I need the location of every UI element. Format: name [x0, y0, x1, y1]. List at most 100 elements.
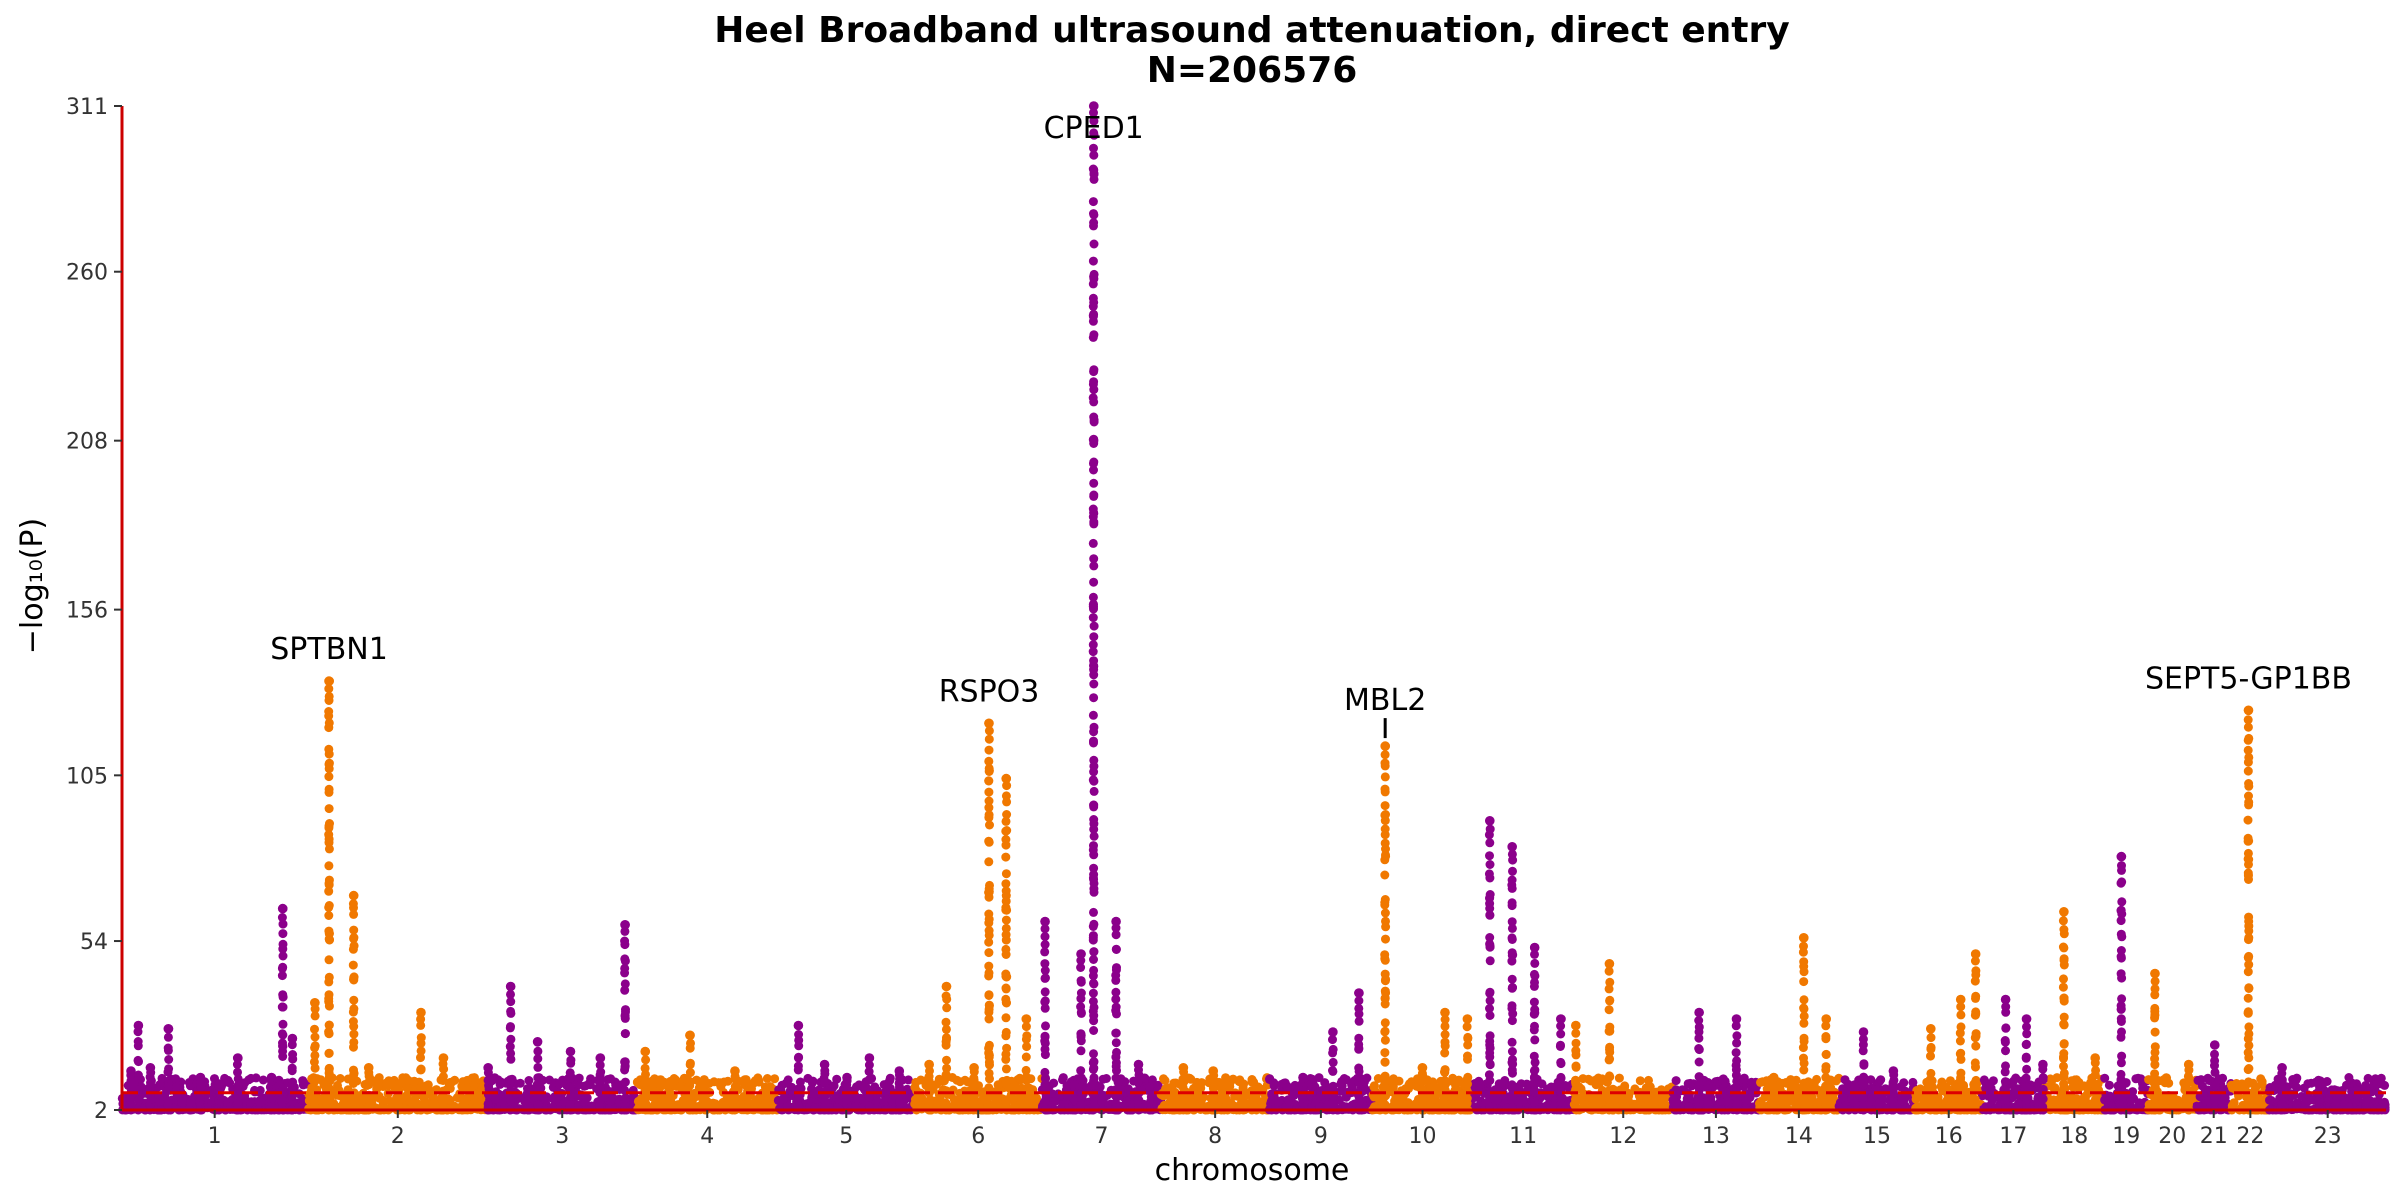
snp-point	[1219, 1078, 1229, 1088]
snp-point	[1282, 1083, 1292, 1093]
peak-column	[232, 1053, 243, 1115]
snp-point	[776, 1086, 786, 1096]
snp-point	[2009, 1076, 2019, 1086]
snp-point	[288, 1050, 298, 1059]
peak-top-point	[287, 1033, 298, 1044]
snp-point	[1618, 1099, 1627, 1109]
snp-point	[2073, 1080, 2083, 1090]
snp-point	[880, 1087, 890, 1097]
snp-point	[1369, 1082, 1379, 1092]
snp-point	[184, 1078, 194, 1087]
snp-point	[409, 1076, 419, 1086]
snp-point	[1474, 1076, 1484, 1086]
snp-point	[277, 1002, 287, 1012]
snp-point	[762, 1074, 772, 1083]
snp-point	[1283, 1095, 1293, 1105]
snp-point	[459, 1099, 468, 1109]
snp-point	[164, 1096, 174, 1106]
peak-top-point	[266, 1072, 277, 1083]
snp-point	[885, 1076, 895, 1086]
snp-point	[133, 1070, 143, 1080]
snp-point	[747, 1084, 756, 1094]
snp-point	[251, 1073, 261, 1083]
snp-point	[2265, 1095, 2274, 1105]
snp-point	[1831, 1076, 1841, 1086]
snp-point	[1635, 1076, 1645, 1086]
snp-point	[676, 1084, 686, 1093]
data-points	[117, 101, 2390, 1115]
snp-point	[1718, 1074, 1728, 1084]
peak-top-point	[233, 1053, 243, 1063]
snp-point	[903, 1075, 913, 1085]
snp-point	[335, 1074, 345, 1083]
snp-point	[277, 913, 287, 922]
snp-point	[278, 929, 288, 939]
snp-point	[1876, 1075, 1886, 1085]
snp-point	[1739, 1073, 1749, 1083]
snp-point	[1393, 1099, 1403, 1109]
snp-point	[2372, 1079, 2382, 1089]
peak-top-point	[214, 1079, 224, 1089]
snp-point	[1908, 1077, 1918, 1087]
snp-point	[1578, 1074, 1588, 1084]
snp-point	[233, 1067, 242, 1077]
snp-point	[1247, 1077, 1257, 1087]
snp-point	[278, 962, 288, 972]
snp-point	[654, 1078, 664, 1088]
snp-point	[524, 1076, 534, 1085]
snp-point	[1581, 1100, 1591, 1110]
peak-column	[133, 1020, 144, 1115]
snp-point	[1747, 1083, 1757, 1093]
snp-point	[461, 1084, 471, 1094]
snp-point	[1058, 1073, 1068, 1083]
snp-point	[515, 1078, 525, 1088]
snp-point	[770, 1074, 780, 1084]
snp-point	[1850, 1082, 1860, 1092]
snp-point	[1673, 1098, 1682, 1108]
snp-point	[612, 1081, 622, 1091]
snp-point	[1722, 1088, 1732, 1098]
snp-point	[2193, 1075, 2203, 1085]
snp-point	[1097, 1097, 1107, 1107]
snp-point	[911, 1095, 920, 1104]
snp-point	[1812, 1074, 1822, 1084]
snp-point	[1191, 1081, 1201, 1091]
snp-point	[1273, 1097, 1283, 1107]
snp-point	[916, 1075, 926, 1085]
peak-top-point	[133, 1020, 144, 1031]
snp-point	[1614, 1073, 1624, 1083]
snp-point	[1838, 1093, 1848, 1103]
peak-column	[145, 1063, 156, 1115]
snp-point	[2104, 1080, 2114, 1090]
snp-point	[716, 1078, 726, 1088]
snp-point	[378, 1095, 387, 1105]
snp-point	[458, 1077, 468, 1087]
snp-point	[870, 1082, 880, 1092]
snp-point	[278, 1019, 288, 1029]
snp-point	[1758, 1077, 1768, 1087]
snp-point	[1314, 1073, 1324, 1083]
snp-point	[522, 1089, 532, 1099]
snp-point	[659, 1094, 669, 1104]
snp-point	[445, 1095, 455, 1105]
snp-point	[1593, 1073, 1603, 1083]
chart-title: Heel Broadband ultrasound attenuation, d…	[714, 10, 1789, 51]
snp-point	[633, 1096, 643, 1106]
snp-point	[1875, 1098, 1885, 1107]
snp-point	[551, 1094, 561, 1104]
snp-point	[704, 1100, 714, 1110]
snp-point	[1339, 1074, 1349, 1083]
snp-point	[278, 992, 288, 1002]
snp-point	[1405, 1079, 1414, 1089]
snp-point	[723, 1076, 733, 1086]
snp-point	[2291, 1075, 2301, 1085]
snp-point	[445, 1084, 455, 1093]
snp-point	[1849, 1097, 1859, 1107]
snp-point	[310, 1096, 320, 1106]
snp-point	[164, 1055, 174, 1064]
snp-point	[2374, 1089, 2384, 1099]
snp-point	[278, 939, 288, 949]
snp-point	[795, 1077, 805, 1087]
snp-point	[710, 1099, 720, 1109]
snp-point	[163, 1032, 173, 1042]
